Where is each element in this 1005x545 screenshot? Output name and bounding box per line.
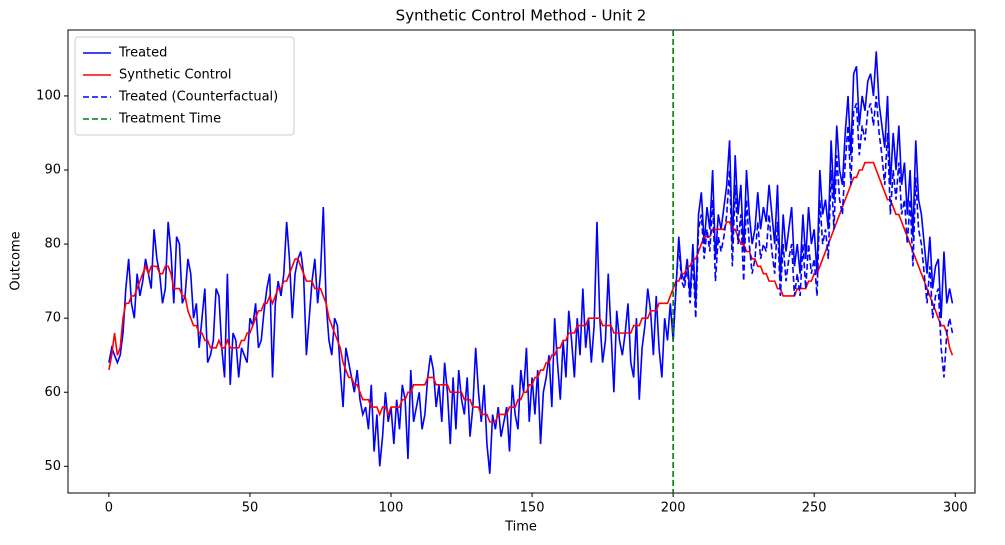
legend-label: Treated (Counterfactual)	[118, 90, 278, 105]
x-axis-label: Time	[504, 520, 537, 535]
x-tick-label: 200	[661, 501, 686, 516]
series-line	[108, 51, 954, 474]
plot-frame	[67, 29, 976, 494]
y-tick-label: 60	[44, 385, 61, 400]
y-tick-label: 70	[44, 311, 61, 326]
y-tick-label: 100	[36, 88, 61, 103]
y-axis-label: Outcome	[9, 231, 24, 290]
y-tick-label: 80	[44, 237, 61, 252]
x-tick-label: 300	[943, 501, 968, 516]
y-tick-label: 50	[44, 459, 61, 474]
x-tick-label: 100	[379, 501, 404, 516]
x-tick-label: 150	[520, 501, 545, 516]
series-line	[672, 95, 954, 378]
y-tick-label: 90	[44, 163, 61, 178]
x-tick-label: 50	[242, 501, 259, 516]
x-tick-label: 0	[105, 501, 113, 516]
chart-title: Synthetic Control Method - Unit 2	[396, 7, 647, 25]
legend: Treated Synthetic Control Treated (Counter…	[74, 36, 295, 136]
x-tick-label: 250	[802, 501, 827, 516]
legend-box	[74, 36, 295, 136]
legend-label: Synthetic Control	[119, 68, 232, 83]
legend-label: Treatment Time	[118, 112, 221, 127]
series-line	[108, 161, 954, 423]
legend-label: Treated	[118, 46, 167, 61]
